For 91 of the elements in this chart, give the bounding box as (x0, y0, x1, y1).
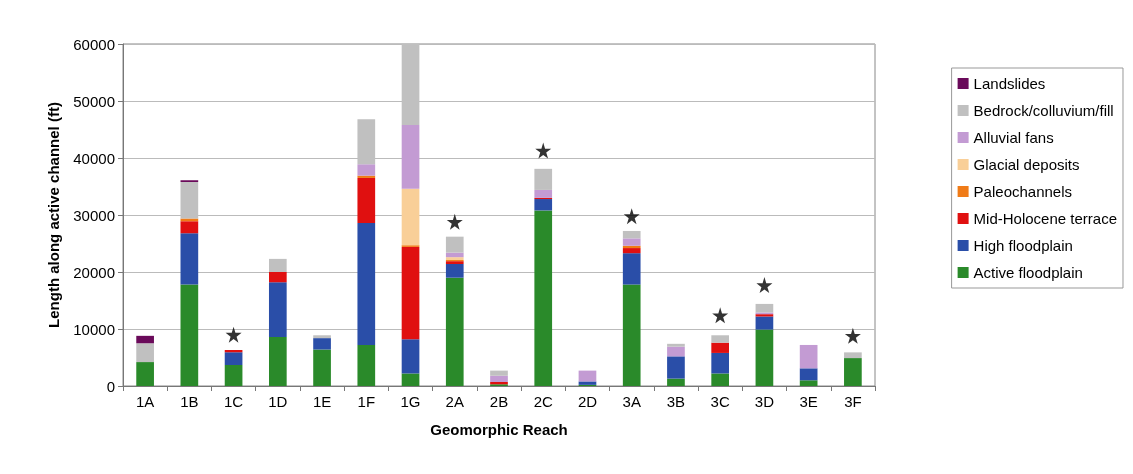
bar (180, 233, 199, 285)
legend-label: Paleochannels (973, 183, 1073, 200)
y-tick-label: 10000 (73, 320, 115, 338)
bar (401, 124, 420, 189)
bar (799, 368, 818, 381)
bar (667, 343, 685, 347)
x-tick-label: 1F (357, 393, 376, 410)
y-axis-title: Length along active channel (ft) (45, 102, 62, 328)
bar (844, 352, 862, 359)
bar (755, 316, 774, 330)
bar (357, 344, 376, 386)
x-tick-label: 1C (223, 393, 244, 410)
bar (711, 335, 730, 343)
bar (313, 338, 331, 350)
bar (268, 282, 287, 337)
bar (401, 246, 420, 340)
bar (622, 253, 641, 285)
x-tick-label: 2D (577, 393, 598, 410)
bar (534, 210, 553, 386)
bar (180, 284, 199, 386)
bar (490, 370, 508, 376)
legend-label: Landslides (973, 75, 1046, 92)
legend-label: Alluvial fans (973, 129, 1054, 146)
y-tick-label: 20000 (73, 263, 115, 281)
x-tick-label: 1A (135, 393, 155, 410)
bar (844, 358, 862, 386)
y-tick-label: 30000 (73, 206, 115, 224)
x-tick-label: 3F (844, 393, 862, 410)
bar (357, 222, 376, 345)
bar (534, 189, 553, 198)
x-tick-label: 1E (312, 393, 332, 410)
bar (667, 356, 685, 379)
bar (401, 188, 420, 246)
bar (136, 362, 154, 386)
bar (180, 221, 199, 234)
legend-label: Mid-Holocene terrace (973, 210, 1118, 227)
bar (401, 339, 420, 374)
x-tick-label: 1B (180, 393, 199, 410)
bar (313, 349, 331, 386)
bar (711, 342, 730, 353)
bar (622, 245, 641, 249)
x-tick-label: 1D (268, 393, 288, 410)
bar (357, 164, 376, 176)
bar (622, 248, 641, 254)
bar (667, 378, 685, 386)
y-tick-label: 0 (106, 377, 115, 395)
bar (711, 373, 730, 386)
x-tick-label: 3D (754, 393, 775, 410)
bar (755, 329, 774, 386)
x-axis-title: Geomorphic Reach (430, 421, 568, 438)
bar (136, 343, 154, 363)
bar (622, 284, 641, 386)
bar (268, 272, 287, 283)
x-tick-label: 3A (622, 393, 641, 410)
bar (180, 218, 199, 222)
y-tick-label: 60000 (73, 35, 115, 53)
x-tick-label: 3C (710, 393, 730, 410)
bar (445, 277, 464, 386)
bar (268, 258, 287, 272)
legend-label: Active floodplain (973, 264, 1083, 281)
bar (667, 346, 685, 357)
bar (224, 352, 243, 365)
x-tick-label: 2C (533, 393, 553, 410)
bar (622, 238, 641, 246)
bar (445, 236, 464, 253)
x-tick-label: 2B (489, 393, 509, 410)
bar (534, 199, 553, 211)
x-tick-label: 2A (445, 393, 464, 410)
bar (224, 364, 243, 386)
legend-label: Bedrock/colluvium/fill (973, 102, 1114, 119)
bar (799, 344, 818, 369)
legend-label: Glacial deposits (973, 156, 1080, 173)
x-tick-label: 3E (799, 393, 818, 410)
x-tick-label: 3B (666, 393, 686, 410)
bar (445, 264, 464, 278)
y-tick-label: 50000 (73, 92, 115, 110)
x-tick-label: 1G (400, 393, 421, 410)
y-tick-label: 40000 (73, 149, 115, 167)
bar (490, 375, 508, 383)
bar (755, 303, 774, 313)
bar (401, 373, 420, 386)
bar (313, 335, 331, 339)
bar (534, 168, 553, 190)
bar (357, 177, 376, 223)
bar (711, 352, 730, 374)
bar (357, 175, 376, 178)
bar (799, 380, 818, 386)
bar (268, 336, 287, 386)
legend-label: High floodplain (973, 237, 1073, 254)
bar (136, 335, 154, 344)
bar (622, 230, 641, 239)
